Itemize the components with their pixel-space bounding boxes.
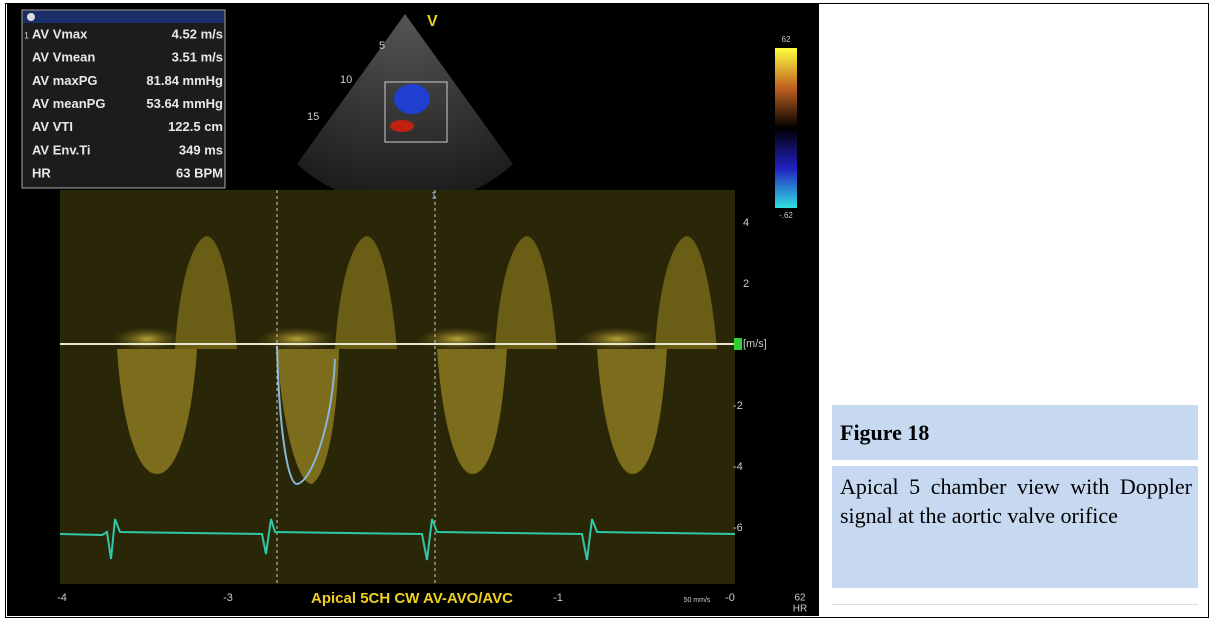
color-bar bbox=[775, 48, 797, 208]
doppler-signal bbox=[112, 236, 717, 484]
measurement-label: AV Env.Ti bbox=[32, 142, 91, 157]
caption-text: Apical 5 chamber view with Doppler signa… bbox=[832, 466, 1198, 588]
panel-icon bbox=[27, 13, 35, 21]
hr-unit: HR bbox=[793, 604, 807, 615]
sweep-speed: 50 mm/s bbox=[684, 597, 711, 604]
measurement-label: HR bbox=[32, 166, 51, 181]
velocity-tick-label: -6 bbox=[733, 522, 743, 534]
measurement-value: 349 ms bbox=[179, 142, 223, 157]
row-index: 1 bbox=[24, 30, 29, 40]
ecg-trace bbox=[59, 518, 736, 561]
panel-titlebar bbox=[23, 11, 224, 23]
velocity-tick-label: -4 bbox=[733, 461, 743, 473]
measurement-label: AV Vmax bbox=[32, 26, 88, 41]
color-scale-label: 62 bbox=[782, 35, 791, 44]
depth-mark: 15 bbox=[307, 111, 319, 123]
measurement-value: 81.84 mmHg bbox=[146, 73, 223, 88]
marker: V bbox=[427, 13, 438, 30]
velocity-tick-label: [m/s] bbox=[743, 338, 767, 350]
measurement-value: 3.51 m/s bbox=[172, 50, 223, 65]
color-scale-label: -.62 bbox=[779, 211, 793, 220]
view-label: Apical 5CH CW AV-AVO/AVC bbox=[311, 590, 513, 607]
flow-blue bbox=[394, 84, 430, 114]
measurement-label: AV meanPG bbox=[32, 96, 105, 111]
time-axis: -4 -3 -1 -0 bbox=[57, 592, 735, 604]
caption-rule bbox=[832, 604, 1198, 605]
measurement-panel bbox=[21, 9, 226, 189]
cursor-label: 1 bbox=[431, 191, 437, 202]
baseline-marker bbox=[734, 338, 742, 350]
time-tick-label: -3 bbox=[223, 592, 233, 604]
flow-red bbox=[390, 120, 414, 132]
measurement-value: 4.52 m/s bbox=[172, 26, 223, 41]
time-tick-label: -4 bbox=[57, 592, 67, 604]
envelope-trace bbox=[276, 345, 336, 486]
caption-title: Figure 18 bbox=[832, 405, 1198, 460]
measurement-rows: AV Vmax 4.52 m/s AV Vmean 3.51 m/s AV maxPG 8… bbox=[32, 26, 223, 180]
time-tick-label: -1 bbox=[553, 592, 563, 604]
frame bbox=[5, 3, 1209, 618]
velocity-tick-label: -2 bbox=[733, 400, 743, 412]
velocity-tick-label: 2 bbox=[743, 278, 749, 290]
hr-value: 62 bbox=[794, 593, 806, 604]
measurement-label: AV VTI bbox=[32, 119, 73, 134]
depth-mark: 10 bbox=[340, 74, 352, 86]
velocity-axis: 4 2 [m/s] -2 -4 -6 bbox=[733, 217, 767, 534]
depth-mark: 5 bbox=[379, 40, 385, 52]
measurement-label: AV Vmean bbox=[32, 50, 95, 65]
measurement-value: 122.5 cm bbox=[168, 119, 223, 134]
echo-image: V 5 10 15 62 -.62 1 4 2 [m/s] -2 -4 -6 -… bbox=[7, 4, 819, 616]
time-tick-label: -0 bbox=[725, 592, 735, 604]
measurement-value: 53.64 mmHg bbox=[146, 96, 223, 111]
measurement-label: AV maxPG bbox=[32, 73, 98, 88]
color-box bbox=[384, 81, 448, 143]
measurement-value: 63 BPM bbox=[176, 166, 223, 181]
velocity-tick-label: 4 bbox=[743, 217, 749, 229]
